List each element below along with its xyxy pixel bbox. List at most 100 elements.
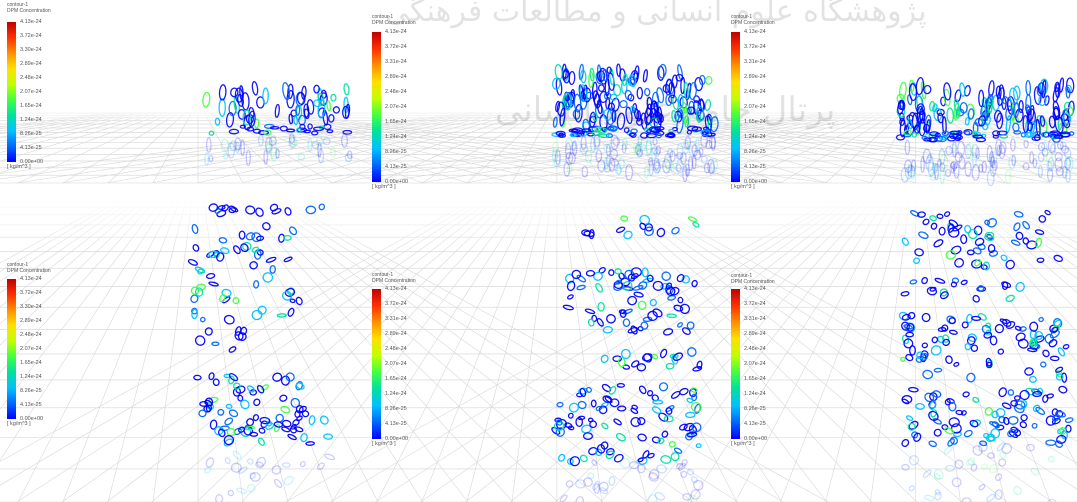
- particle: [939, 162, 946, 172]
- particle: [1000, 254, 1008, 262]
- particle: [224, 417, 234, 426]
- particle-cloud: [581, 214, 700, 240]
- particle: [1034, 237, 1043, 248]
- particle: [606, 66, 612, 74]
- particle: [1033, 134, 1041, 141]
- legend-tick-label: 8.26e-25: [20, 388, 42, 394]
- particle: [204, 152, 210, 167]
- legend-tick-label: 1.24e-24: [744, 391, 766, 397]
- particle: [934, 163, 939, 181]
- particle: [208, 281, 219, 287]
- particle: [961, 497, 972, 502]
- particle: [947, 438, 955, 447]
- particle: [218, 237, 228, 244]
- particle: [284, 207, 292, 216]
- particle: [916, 103, 925, 116]
- legend-tick-label: 4.13e-24: [385, 29, 407, 35]
- particle: [691, 422, 702, 433]
- legend-tick-label: 4.13e-25: [385, 164, 407, 170]
- particle: [999, 451, 1007, 459]
- particle: [251, 309, 263, 321]
- particle: [1025, 79, 1032, 96]
- particle: [688, 81, 698, 101]
- particle: [1055, 167, 1065, 177]
- particle: [268, 140, 277, 158]
- particle: [946, 107, 954, 124]
- particle: [907, 118, 913, 130]
- particle: [650, 148, 658, 159]
- particle-reflection: [204, 450, 336, 502]
- particle: [996, 112, 1004, 130]
- particle: [1028, 375, 1037, 383]
- particle: [986, 145, 993, 163]
- particle: [696, 360, 703, 369]
- particle: [579, 84, 588, 102]
- particle: [1040, 361, 1047, 368]
- particle: [256, 384, 265, 394]
- particle: [575, 479, 586, 489]
- particle: [920, 156, 925, 174]
- particle: [574, 103, 583, 123]
- particle: [303, 129, 312, 134]
- particle: [605, 133, 613, 139]
- particle: [923, 494, 935, 502]
- particle: [915, 402, 925, 410]
- particle: [1001, 443, 1013, 454]
- particle: [552, 141, 559, 154]
- particle: [684, 135, 692, 150]
- particle: [582, 432, 594, 440]
- particle: [1022, 162, 1030, 171]
- particle: [692, 221, 700, 228]
- particle: [1031, 422, 1038, 429]
- legend-tick-label: 2.89e-24: [385, 331, 407, 337]
- particle: [1014, 325, 1022, 331]
- particle: [665, 93, 673, 107]
- particle: [191, 308, 198, 320]
- particle: [643, 127, 653, 133]
- particle: [624, 269, 635, 280]
- particle: [287, 307, 295, 317]
- particle: [263, 149, 269, 165]
- particle: [1064, 84, 1072, 93]
- particle: [691, 393, 698, 402]
- particle: [663, 152, 672, 169]
- particle: [608, 475, 616, 487]
- particle: [676, 142, 684, 160]
- particle: [981, 104, 987, 124]
- particle: [920, 350, 929, 359]
- particle: [273, 423, 281, 433]
- particle: [1037, 164, 1043, 179]
- particle: [632, 285, 644, 291]
- particle: [989, 160, 997, 177]
- particle: [987, 452, 996, 459]
- particle: [1032, 157, 1038, 169]
- particle: [551, 148, 559, 163]
- particle: [591, 314, 598, 323]
- particle: [630, 273, 639, 280]
- particle: [1056, 140, 1064, 150]
- particle: [198, 409, 207, 418]
- particle: [603, 164, 612, 173]
- particle: [263, 129, 272, 136]
- legend-unit: [ kg/m^3 ]: [731, 184, 755, 190]
- particle: [625, 163, 634, 181]
- particle: [575, 496, 585, 502]
- particle: [1039, 78, 1049, 95]
- legend-variable: DPM Concentration: [731, 20, 775, 26]
- particle: [630, 267, 642, 277]
- particle: [300, 432, 308, 443]
- particle: [593, 138, 601, 150]
- legend-tick-label: 3.30e-24: [20, 304, 42, 310]
- particle: [606, 107, 616, 126]
- particle: [199, 316, 206, 323]
- legend-variable: DPM Concentration: [7, 8, 51, 14]
- legend-title: contour-1: [372, 272, 394, 278]
- particle: [1007, 428, 1016, 438]
- particle: [227, 489, 234, 497]
- particle: [608, 386, 617, 395]
- particle: [573, 93, 582, 113]
- particle: [640, 321, 649, 330]
- particle: [1066, 106, 1074, 116]
- particle: [669, 286, 680, 296]
- particle: [590, 137, 597, 153]
